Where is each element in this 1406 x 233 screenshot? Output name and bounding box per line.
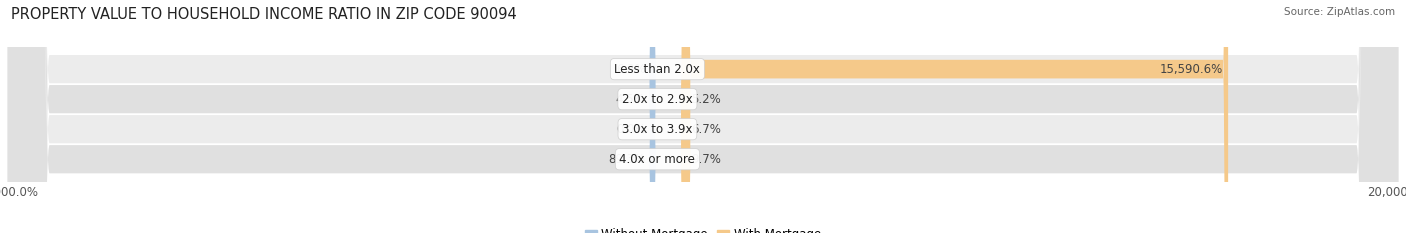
- Text: 6.3%: 6.3%: [616, 63, 645, 76]
- Text: 4.5%: 4.5%: [616, 93, 645, 106]
- Text: 5.2%: 5.2%: [690, 93, 721, 106]
- Text: PROPERTY VALUE TO HOUSEHOLD INCOME RATIO IN ZIP CODE 90094: PROPERTY VALUE TO HOUSEHOLD INCOME RATIO…: [11, 7, 517, 22]
- Text: 6.7%: 6.7%: [692, 123, 721, 136]
- Legend: Without Mortgage, With Mortgage: Without Mortgage, With Mortgage: [581, 224, 825, 233]
- FancyBboxPatch shape: [7, 0, 1399, 233]
- FancyBboxPatch shape: [7, 0, 1399, 233]
- FancyBboxPatch shape: [681, 0, 690, 233]
- Text: Less than 2.0x: Less than 2.0x: [614, 63, 700, 76]
- Text: 0.0%: 0.0%: [616, 123, 645, 136]
- FancyBboxPatch shape: [650, 0, 657, 233]
- Text: 3.0x to 3.9x: 3.0x to 3.9x: [623, 123, 693, 136]
- Text: Source: ZipAtlas.com: Source: ZipAtlas.com: [1284, 7, 1395, 17]
- Text: 2.0x to 2.9x: 2.0x to 2.9x: [621, 93, 693, 106]
- Text: 15,590.6%: 15,590.6%: [1160, 63, 1223, 76]
- FancyBboxPatch shape: [7, 0, 1399, 233]
- FancyBboxPatch shape: [686, 0, 1227, 233]
- FancyBboxPatch shape: [681, 0, 690, 233]
- FancyBboxPatch shape: [7, 0, 1399, 233]
- Text: 89.3%: 89.3%: [609, 153, 645, 166]
- FancyBboxPatch shape: [650, 0, 657, 233]
- Text: 9.7%: 9.7%: [692, 153, 721, 166]
- FancyBboxPatch shape: [681, 0, 690, 233]
- Text: 4.0x or more: 4.0x or more: [620, 153, 696, 166]
- FancyBboxPatch shape: [651, 0, 654, 233]
- FancyBboxPatch shape: [650, 0, 657, 233]
